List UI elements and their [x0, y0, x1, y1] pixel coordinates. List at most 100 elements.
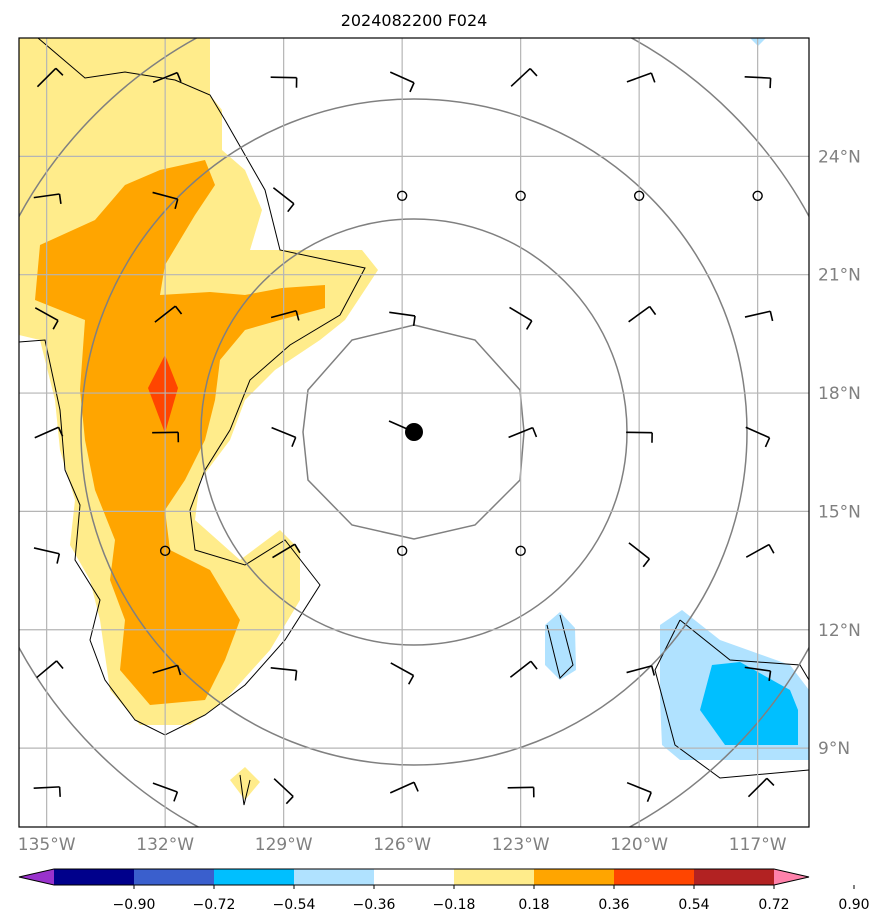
contour-positive-mid — [35, 160, 325, 705]
wind-barb — [389, 71, 415, 93]
colorbar-segment — [134, 869, 215, 885]
wind-barb — [390, 662, 415, 685]
colorbar-label: 0.54 — [678, 897, 709, 913]
y-tick-label: 21°N — [818, 266, 861, 286]
colorbar-label: 0.72 — [758, 897, 789, 913]
colorbar: −0.90 −0.72 −0.54 −0.36 −0.18 0.18 0.36 0.54 0.7… — [18, 868, 870, 913]
wind-barb — [36, 67, 64, 88]
wind-barb — [270, 76, 298, 88]
wind-barb — [33, 547, 61, 564]
wind-barb — [272, 187, 295, 213]
wind-barb — [152, 71, 182, 84]
wind-barb — [626, 665, 656, 676]
x-axis-ticks: 135°W 132°W 129°W 126°W 123°W 120°W 117°W — [18, 835, 787, 855]
colorbar-segment — [454, 869, 535, 885]
wind-barb — [34, 426, 64, 439]
colorbar-label: −0.90 — [113, 897, 156, 913]
wind-barb — [154, 305, 183, 323]
calm-circle — [752, 190, 763, 202]
y-tick-label: 18°N — [818, 384, 861, 404]
colorbar-segment — [694, 869, 775, 885]
wind-barb — [744, 666, 772, 682]
wind-barb — [745, 426, 771, 448]
boundary-lines — [19, 38, 809, 806]
map-area — [19, 38, 809, 827]
wind-barb — [152, 431, 180, 443]
contour-negative-low-1 — [545, 612, 576, 680]
wind-barb — [389, 781, 419, 794]
wind-barb — [626, 781, 652, 802]
contour-negative-mid — [700, 662, 798, 745]
colorbar-segment — [214, 869, 295, 885]
wind-barb — [508, 426, 538, 439]
y-axis-ticks: 24°N 21°N 18°N 15°N 12°N 9°N — [818, 147, 861, 759]
plot-frame — [18, 37, 810, 828]
colorbar-label: −0.18 — [433, 897, 476, 913]
wind-barb — [744, 310, 774, 322]
colorbar-label: 0.90 — [838, 897, 869, 913]
y-tick-label: 15°N — [818, 502, 861, 522]
x-tick-label: 129°W — [255, 835, 313, 855]
calm-circle — [396, 545, 408, 557]
wind-barb — [507, 786, 535, 798]
wind-barb — [509, 306, 533, 330]
y-tick-label: 12°N — [818, 621, 861, 641]
wind-barb — [152, 782, 179, 802]
colorbar-extend-high — [774, 869, 809, 885]
calm-circle — [515, 545, 526, 557]
colorbar-segment — [374, 869, 455, 885]
colorbar-label: −0.72 — [193, 897, 236, 913]
colorbar-label: 0.36 — [598, 897, 629, 913]
wind-barb — [744, 75, 772, 89]
wind-barbs — [33, 67, 775, 805]
wind-barb — [628, 542, 651, 568]
wind-barb — [36, 660, 64, 679]
wind-barb — [509, 660, 538, 678]
wind-barb — [271, 426, 297, 447]
calm-circle — [396, 190, 408, 202]
wind-barb — [270, 667, 298, 681]
contour-positive-high — [148, 355, 178, 433]
wind-barb — [270, 310, 300, 321]
wind-barb — [152, 191, 179, 210]
wind-barb — [626, 431, 653, 443]
wind-barb — [626, 72, 656, 83]
x-tick-label: 132°W — [136, 835, 194, 855]
calm-circle — [159, 545, 171, 557]
y-tick-label: 9°N — [818, 739, 850, 759]
range-rings — [19, 38, 809, 827]
x-tick-label: 123°W — [492, 835, 550, 855]
wind-barb — [272, 543, 301, 559]
colorbar-segment — [54, 869, 135, 885]
storm-center-marker — [405, 423, 423, 441]
wind-barb — [747, 777, 775, 798]
wind-barb — [152, 664, 182, 676]
colorbar-outline — [18, 868, 810, 886]
chart-title: 2024082200 F024 — [341, 11, 488, 30]
y-tick-label: 24°N — [818, 147, 861, 167]
wind-barb — [745, 543, 775, 558]
wind-barb — [273, 778, 294, 805]
colorbar-label: −0.36 — [353, 897, 396, 913]
wind-barb — [628, 305, 657, 323]
wind-barb — [33, 786, 61, 797]
calm-markers — [159, 190, 763, 557]
colorbar-label: −0.54 — [273, 897, 316, 913]
colorbar-label: 0.18 — [518, 897, 549, 913]
wind-barb — [510, 67, 538, 87]
colorbar-extend-low — [19, 869, 54, 885]
x-tick-label: 120°W — [610, 835, 668, 855]
calm-circle — [515, 190, 526, 202]
wind-barb — [34, 307, 59, 330]
colorbar-segment — [534, 869, 615, 885]
colorbar-segment — [294, 869, 375, 885]
x-tick-label: 135°W — [18, 835, 76, 855]
calm-circle — [633, 190, 645, 202]
contour-positive-small — [230, 767, 260, 800]
x-tick-label: 126°W — [373, 835, 431, 855]
wind-barb — [33, 193, 62, 205]
wind-barb — [389, 311, 416, 326]
x-tick-label: 117°W — [729, 835, 787, 855]
colorbar-segment — [614, 869, 695, 885]
